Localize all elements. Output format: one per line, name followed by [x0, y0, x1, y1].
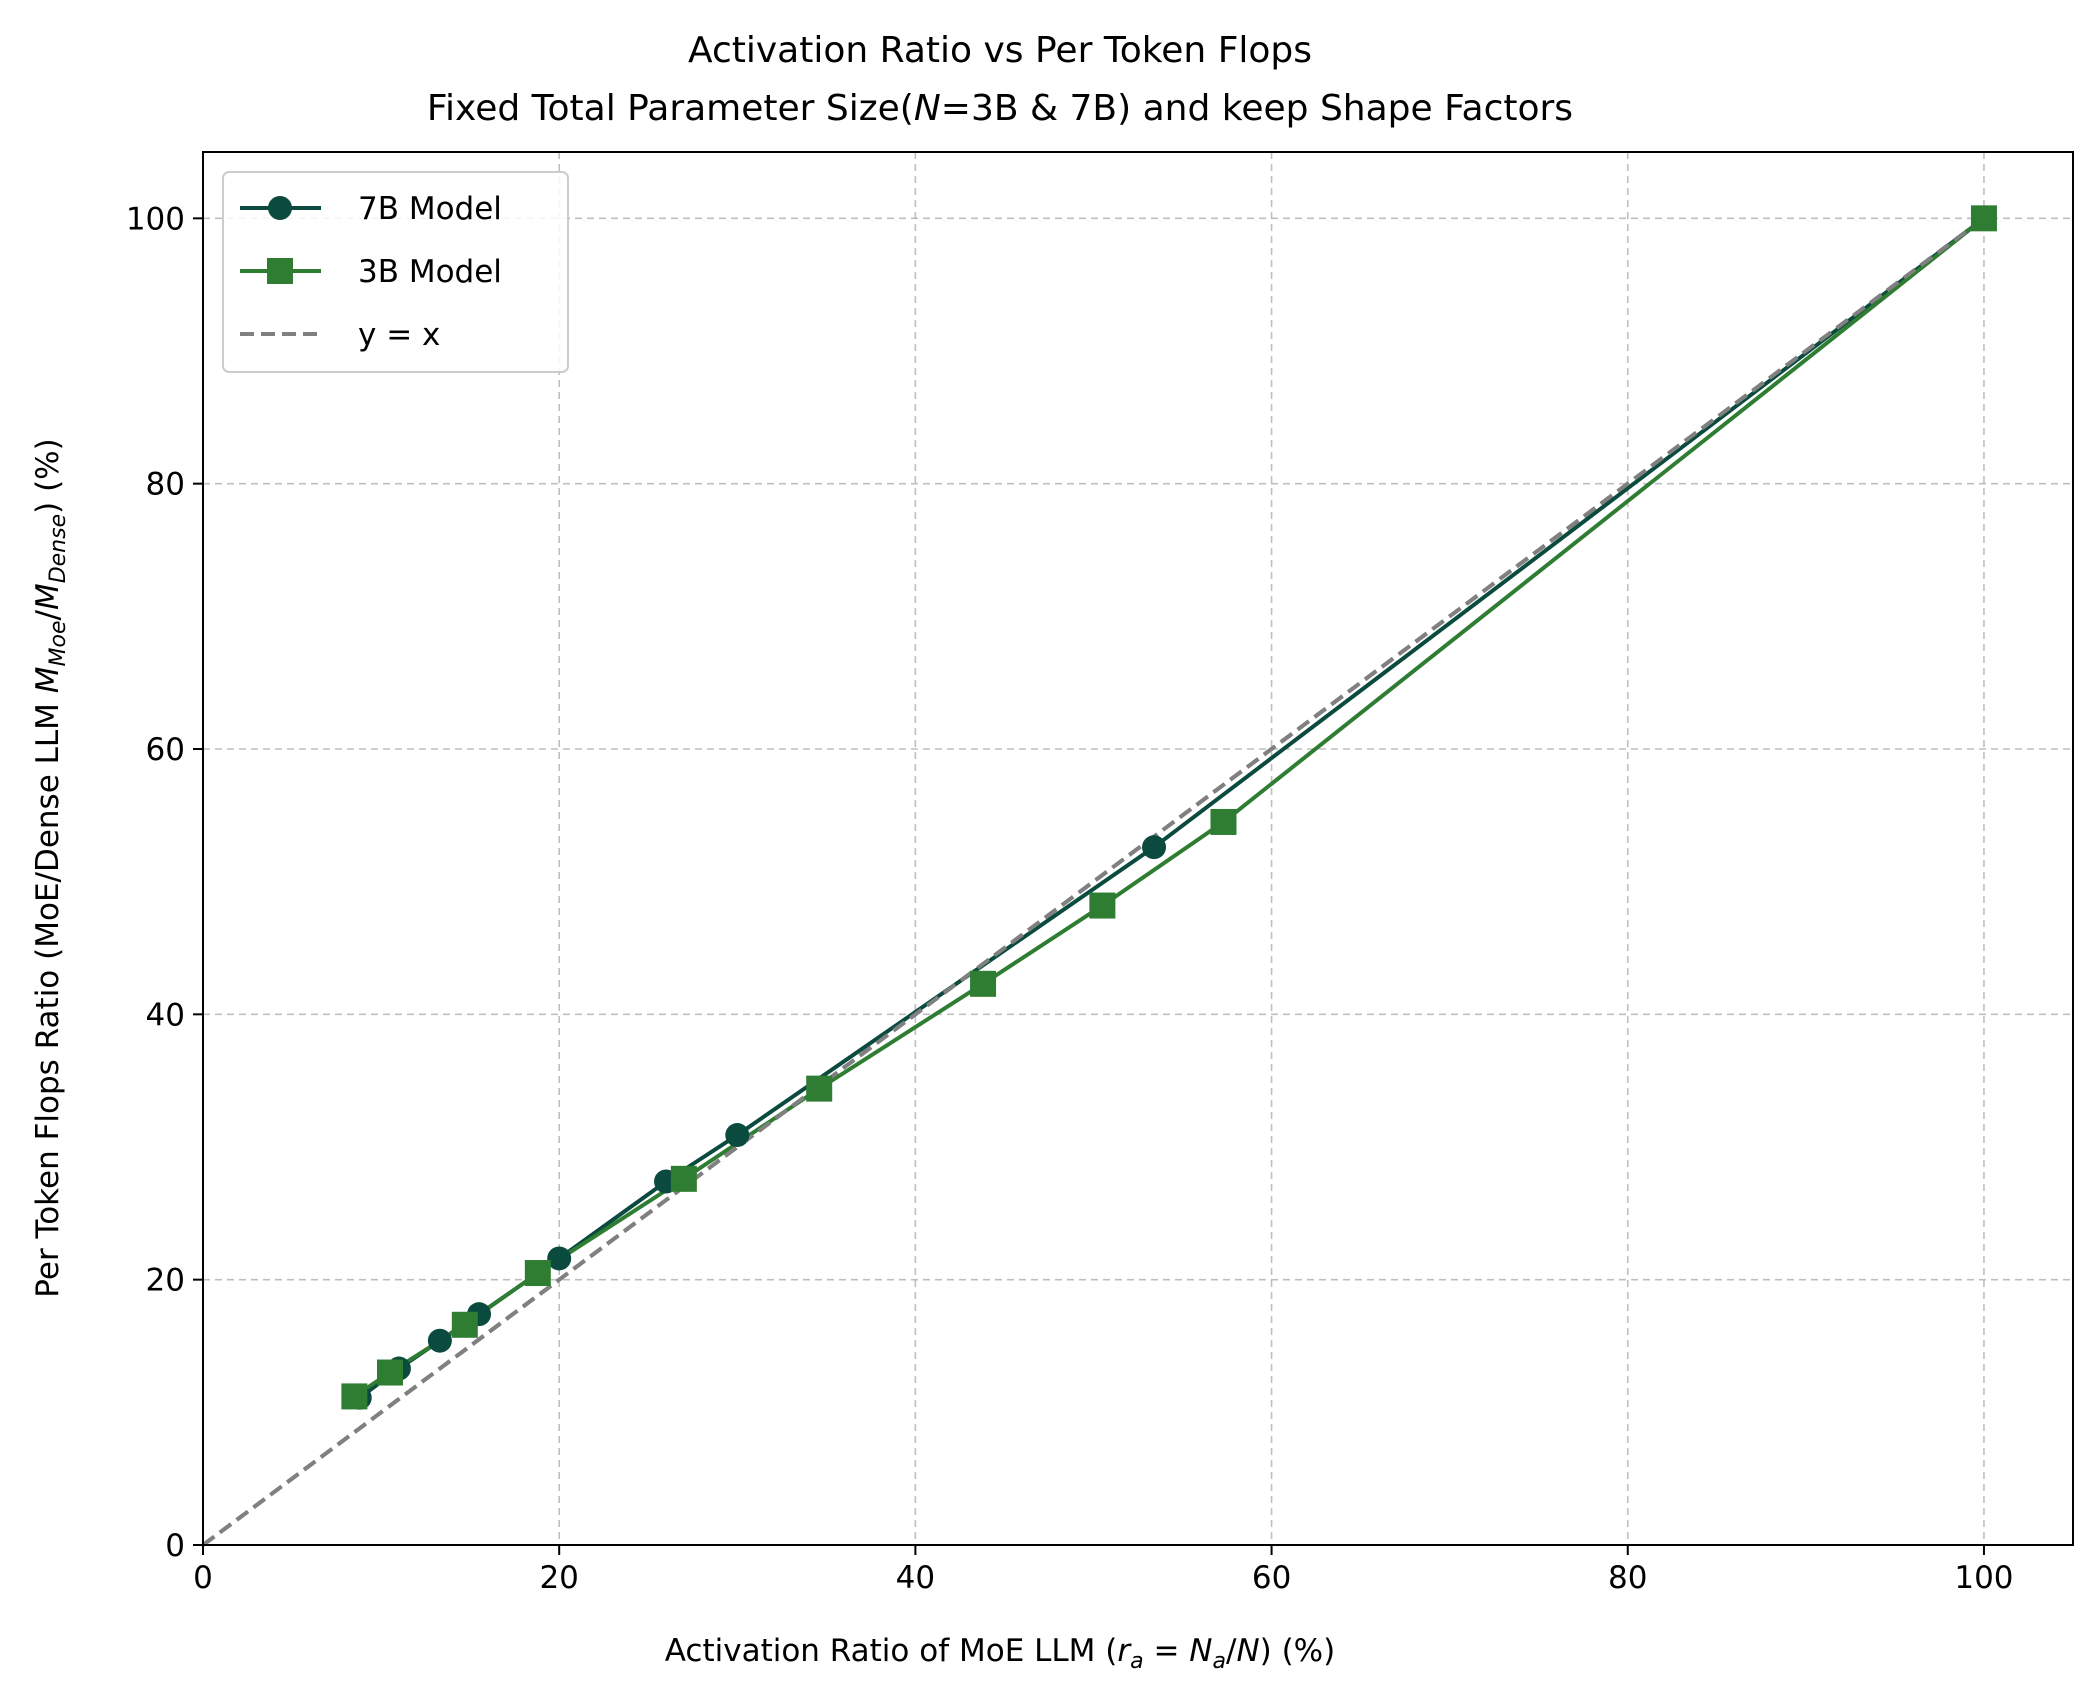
data-point: [427, 1328, 452, 1353]
x-axis-label: Activation Ratio of MoE LLM (ra = Na/N) …: [665, 1633, 1335, 1674]
series-line: [358, 216, 1986, 1400]
legend-label: y = x: [358, 317, 440, 353]
plot-area: [201, 205, 1997, 1547]
xlabel-pre: Activation Ratio of MoE LLM (: [665, 1633, 1118, 1669]
data-point: [547, 1246, 572, 1271]
series-line: [353, 216, 1986, 1399]
y-tick-label: 20: [146, 1263, 185, 1299]
xlabel-eq: =: [1144, 1633, 1190, 1669]
ticks: 0 20 40 60 80 100 0 20 40 60 80 100: [126, 201, 2014, 1596]
legend-marker: [268, 196, 292, 220]
legend-marker: [267, 258, 293, 284]
legend-box: [222, 171, 569, 373]
title-line2-var: N: [914, 88, 941, 129]
data-point: [725, 1123, 750, 1148]
ylabel-pre: Per Token Flops Ratio (MoE/Dense LLM: [30, 693, 66, 1298]
data-point: [1210, 808, 1237, 835]
data-point: [1089, 892, 1116, 919]
xlabel-post: ) (%): [1260, 1633, 1336, 1669]
x-tick-label: 80: [1608, 1560, 1647, 1596]
ylabel-m2-sub: Dense: [46, 514, 71, 583]
chart-title-line2: Fixed Total Parameter Size(N=3B & 7B) an…: [427, 88, 1573, 129]
data-point: [970, 970, 997, 997]
data-point: [1142, 835, 1167, 860]
y-tick-label: 40: [146, 997, 185, 1033]
y-tick-label: 0: [165, 1528, 185, 1564]
y-tick-label: 60: [146, 732, 185, 768]
x-tick-label: 0: [193, 1560, 213, 1596]
ylabel-m1: M: [30, 666, 66, 693]
data-point: [670, 1165, 697, 1192]
xlabel-r: r: [1117, 1633, 1132, 1669]
legend-label: 7B Model: [358, 191, 502, 227]
y-tick-label: 100: [126, 201, 185, 237]
series-line: [201, 216, 1986, 1547]
legend-label: 3B Model: [358, 254, 502, 290]
xlabel-r-sub: a: [1130, 1649, 1143, 1674]
xlabel-n: N: [1236, 1633, 1259, 1669]
ylabel-slash: /: [30, 609, 66, 620]
x-tick-label: 100: [1954, 1560, 2013, 1596]
xlabel-slash: /: [1226, 1633, 1237, 1669]
legend: 7B Model 3B Model y = x: [222, 171, 569, 373]
y-axis-label: Per Token Flops Ratio (MoE/Dense LLM MMo…: [30, 438, 71, 1297]
data-point: [524, 1260, 551, 1287]
chart-title-line1: Activation Ratio vs Per Token Flops: [688, 30, 1312, 71]
y-tick-label: 80: [146, 467, 185, 503]
data-point: [806, 1075, 833, 1102]
data-point: [1970, 205, 1997, 232]
data-point: [377, 1359, 403, 1386]
ylabel-post: ) (%): [30, 438, 66, 514]
xlabel-na: N: [1189, 1633, 1212, 1669]
x-tick-label: 40: [896, 1560, 935, 1596]
ylabel-m1-sub: Moe: [46, 620, 71, 666]
x-tick-label: 20: [539, 1560, 578, 1596]
title-line2-pre: Fixed Total Parameter Size(: [427, 88, 914, 129]
series-line: [201, 216, 1986, 1547]
title-line2-post: =3B & 7B) and keep Shape Factors: [941, 88, 1573, 129]
data-point: [451, 1311, 478, 1338]
data-point: [341, 1383, 368, 1410]
ylabel-m2: M: [30, 583, 66, 610]
x-tick-label: 60: [1252, 1560, 1291, 1596]
axes-frame: [202, 151, 2074, 1546]
xlabel-na-sub: a: [1213, 1649, 1226, 1674]
